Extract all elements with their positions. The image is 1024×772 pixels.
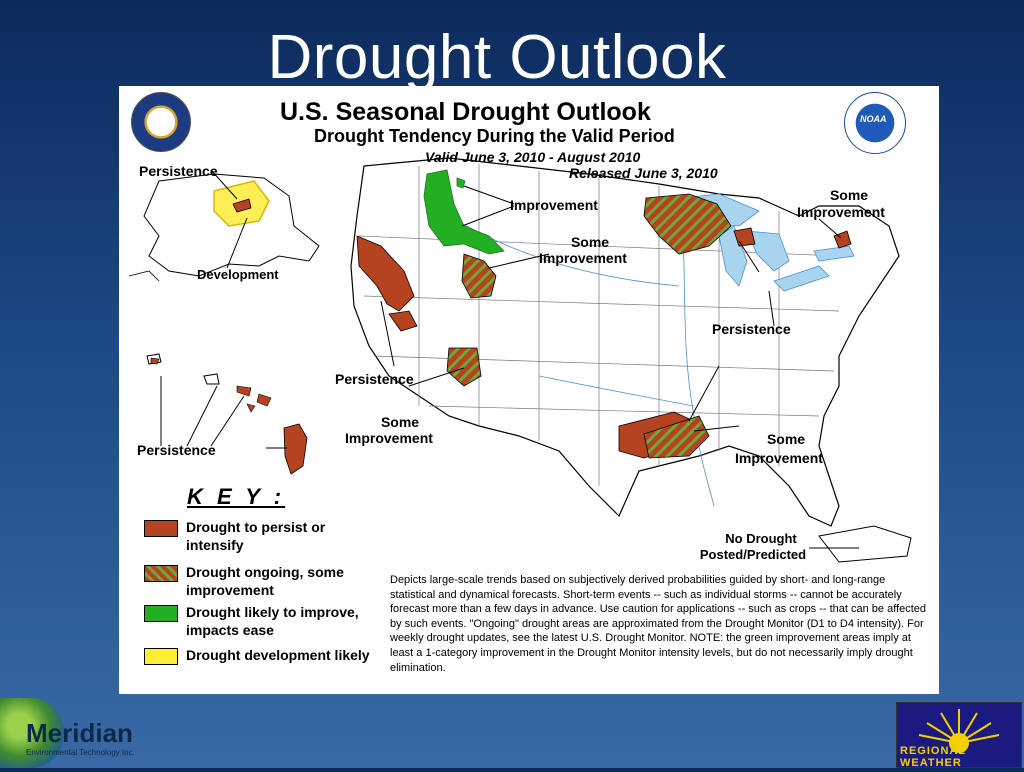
noaa-logo-text: NOAA <box>860 114 887 124</box>
valid-period: Valid June 3, 2010 - August 2010 <box>425 149 641 165</box>
drought-outlook-map: NOAA U.S. Seasonal Drought Outlook Droug… <box>119 86 939 694</box>
label-some-sw: Some <box>380 414 420 430</box>
swatch-improve <box>144 605 178 622</box>
label-some-n: Some <box>570 234 610 250</box>
key-item-persist: Drought to persist or intensify <box>144 518 386 554</box>
annotation-arrows <box>160 169 859 549</box>
hawaii <box>146 353 308 475</box>
map-subtitle: Drought Tendency During the Valid Period <box>314 126 675 146</box>
disclaimer-note: Depicts large-scale trends based on subj… <box>390 574 927 674</box>
key-item-improve: Drought likely to improve, impacts ease <box>144 603 386 639</box>
label-persistence-w: Persistence <box>335 371 414 387</box>
label-no-drought: No Drought <box>725 531 797 546</box>
key-title: K E Y : <box>187 484 286 509</box>
noaa-logo-icon <box>844 92 906 154</box>
swatch-ongoing <box>144 565 178 582</box>
meridian-logo-sub: Environmental Technology Inc. <box>26 748 135 757</box>
map-title: U.S. Seasonal Drought Outlook <box>280 98 651 126</box>
key-item-ongoing: Drought ongoing, some improvement <box>144 563 386 599</box>
regional-weather-text: REGIONAL WEATHER <box>900 745 966 769</box>
globe-logo-icon <box>0 698 64 768</box>
key-label-ongoing: Drought ongoing, some improvement <box>186 564 344 598</box>
label-improvement-ne: Improvement <box>797 204 885 220</box>
alaska <box>128 173 320 282</box>
puerto-rico <box>818 525 912 563</box>
meridian-logo-text: Meridian <box>26 718 133 748</box>
label-posted-predicted: Posted/Predicted <box>699 547 807 562</box>
swatch-develop <box>144 648 178 665</box>
slide-title: Drought Outlook <box>267 23 727 92</box>
label-some-ne: Some <box>829 187 869 203</box>
label-persistence-hi: Persistence <box>137 442 216 458</box>
key-label-persist: Drought to persist or intensify <box>186 519 326 553</box>
label-some-se: Some <box>766 431 806 447</box>
key-label-improve: Drought likely to improve, impacts ease <box>186 604 359 638</box>
drought-areas <box>356 169 852 459</box>
sun-burst-icon <box>918 709 1000 753</box>
label-persistence-ne: Persistence <box>712 321 791 337</box>
key-label-develop: Drought development likely <box>186 647 370 663</box>
label-improvement-n: Improvement <box>539 250 627 266</box>
doc-seal-icon <box>131 92 191 152</box>
key-item-develop: Drought development likely <box>144 646 386 665</box>
swatch-persist <box>144 520 178 537</box>
label-improvement-se: Improvement <box>735 450 823 466</box>
label-improvement-nw: Improvement <box>510 197 598 213</box>
map-graphic <box>128 157 912 563</box>
label-improvement-sw: Improvement <box>345 430 433 446</box>
release-date: Released June 3, 2010 <box>569 165 718 181</box>
label-persistence-ak: Persistence <box>139 163 218 179</box>
label-development-ak: Development <box>197 267 279 282</box>
